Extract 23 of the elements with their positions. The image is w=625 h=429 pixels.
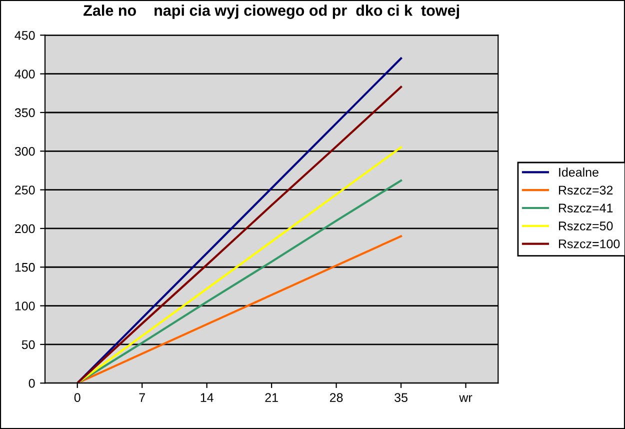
x-tick-label: 14	[200, 393, 214, 402]
x-tick-label: wr	[459, 395, 472, 402]
legend-label: Rszcz=41	[558, 204, 613, 212]
y-tick-label: 400	[14, 70, 35, 78]
legend-label: Rszcz=32	[558, 186, 613, 195]
x-tick-label: 0	[74, 393, 80, 402]
legend-label: Idealne	[559, 168, 598, 177]
y-tick-label: 150	[15, 262, 35, 272]
x-tick-label: 21	[265, 393, 278, 402]
x-tick-label: 28	[330, 393, 343, 402]
legend-label: Rszcz=50	[558, 222, 613, 230]
chart-title: Zale no napi cia wyj ciowego od pr dko ci k towej	[84, 4, 459, 19]
legend-label: Rszcz=100	[558, 239, 620, 248]
y-tick-label: 450	[14, 30, 35, 40]
y-tick-label: 350	[14, 108, 35, 118]
y-tick-label: 300	[14, 146, 35, 156]
y-tick-label: 250	[15, 186, 35, 194]
x-tick-label: 35	[394, 393, 408, 402]
y-tick-label: 100	[15, 302, 35, 310]
y-tick-label: 200	[15, 224, 35, 234]
x-tick-label: 7	[139, 393, 145, 402]
y-tick-label: 0	[28, 378, 35, 388]
y-tick-label: 50	[22, 340, 35, 350]
